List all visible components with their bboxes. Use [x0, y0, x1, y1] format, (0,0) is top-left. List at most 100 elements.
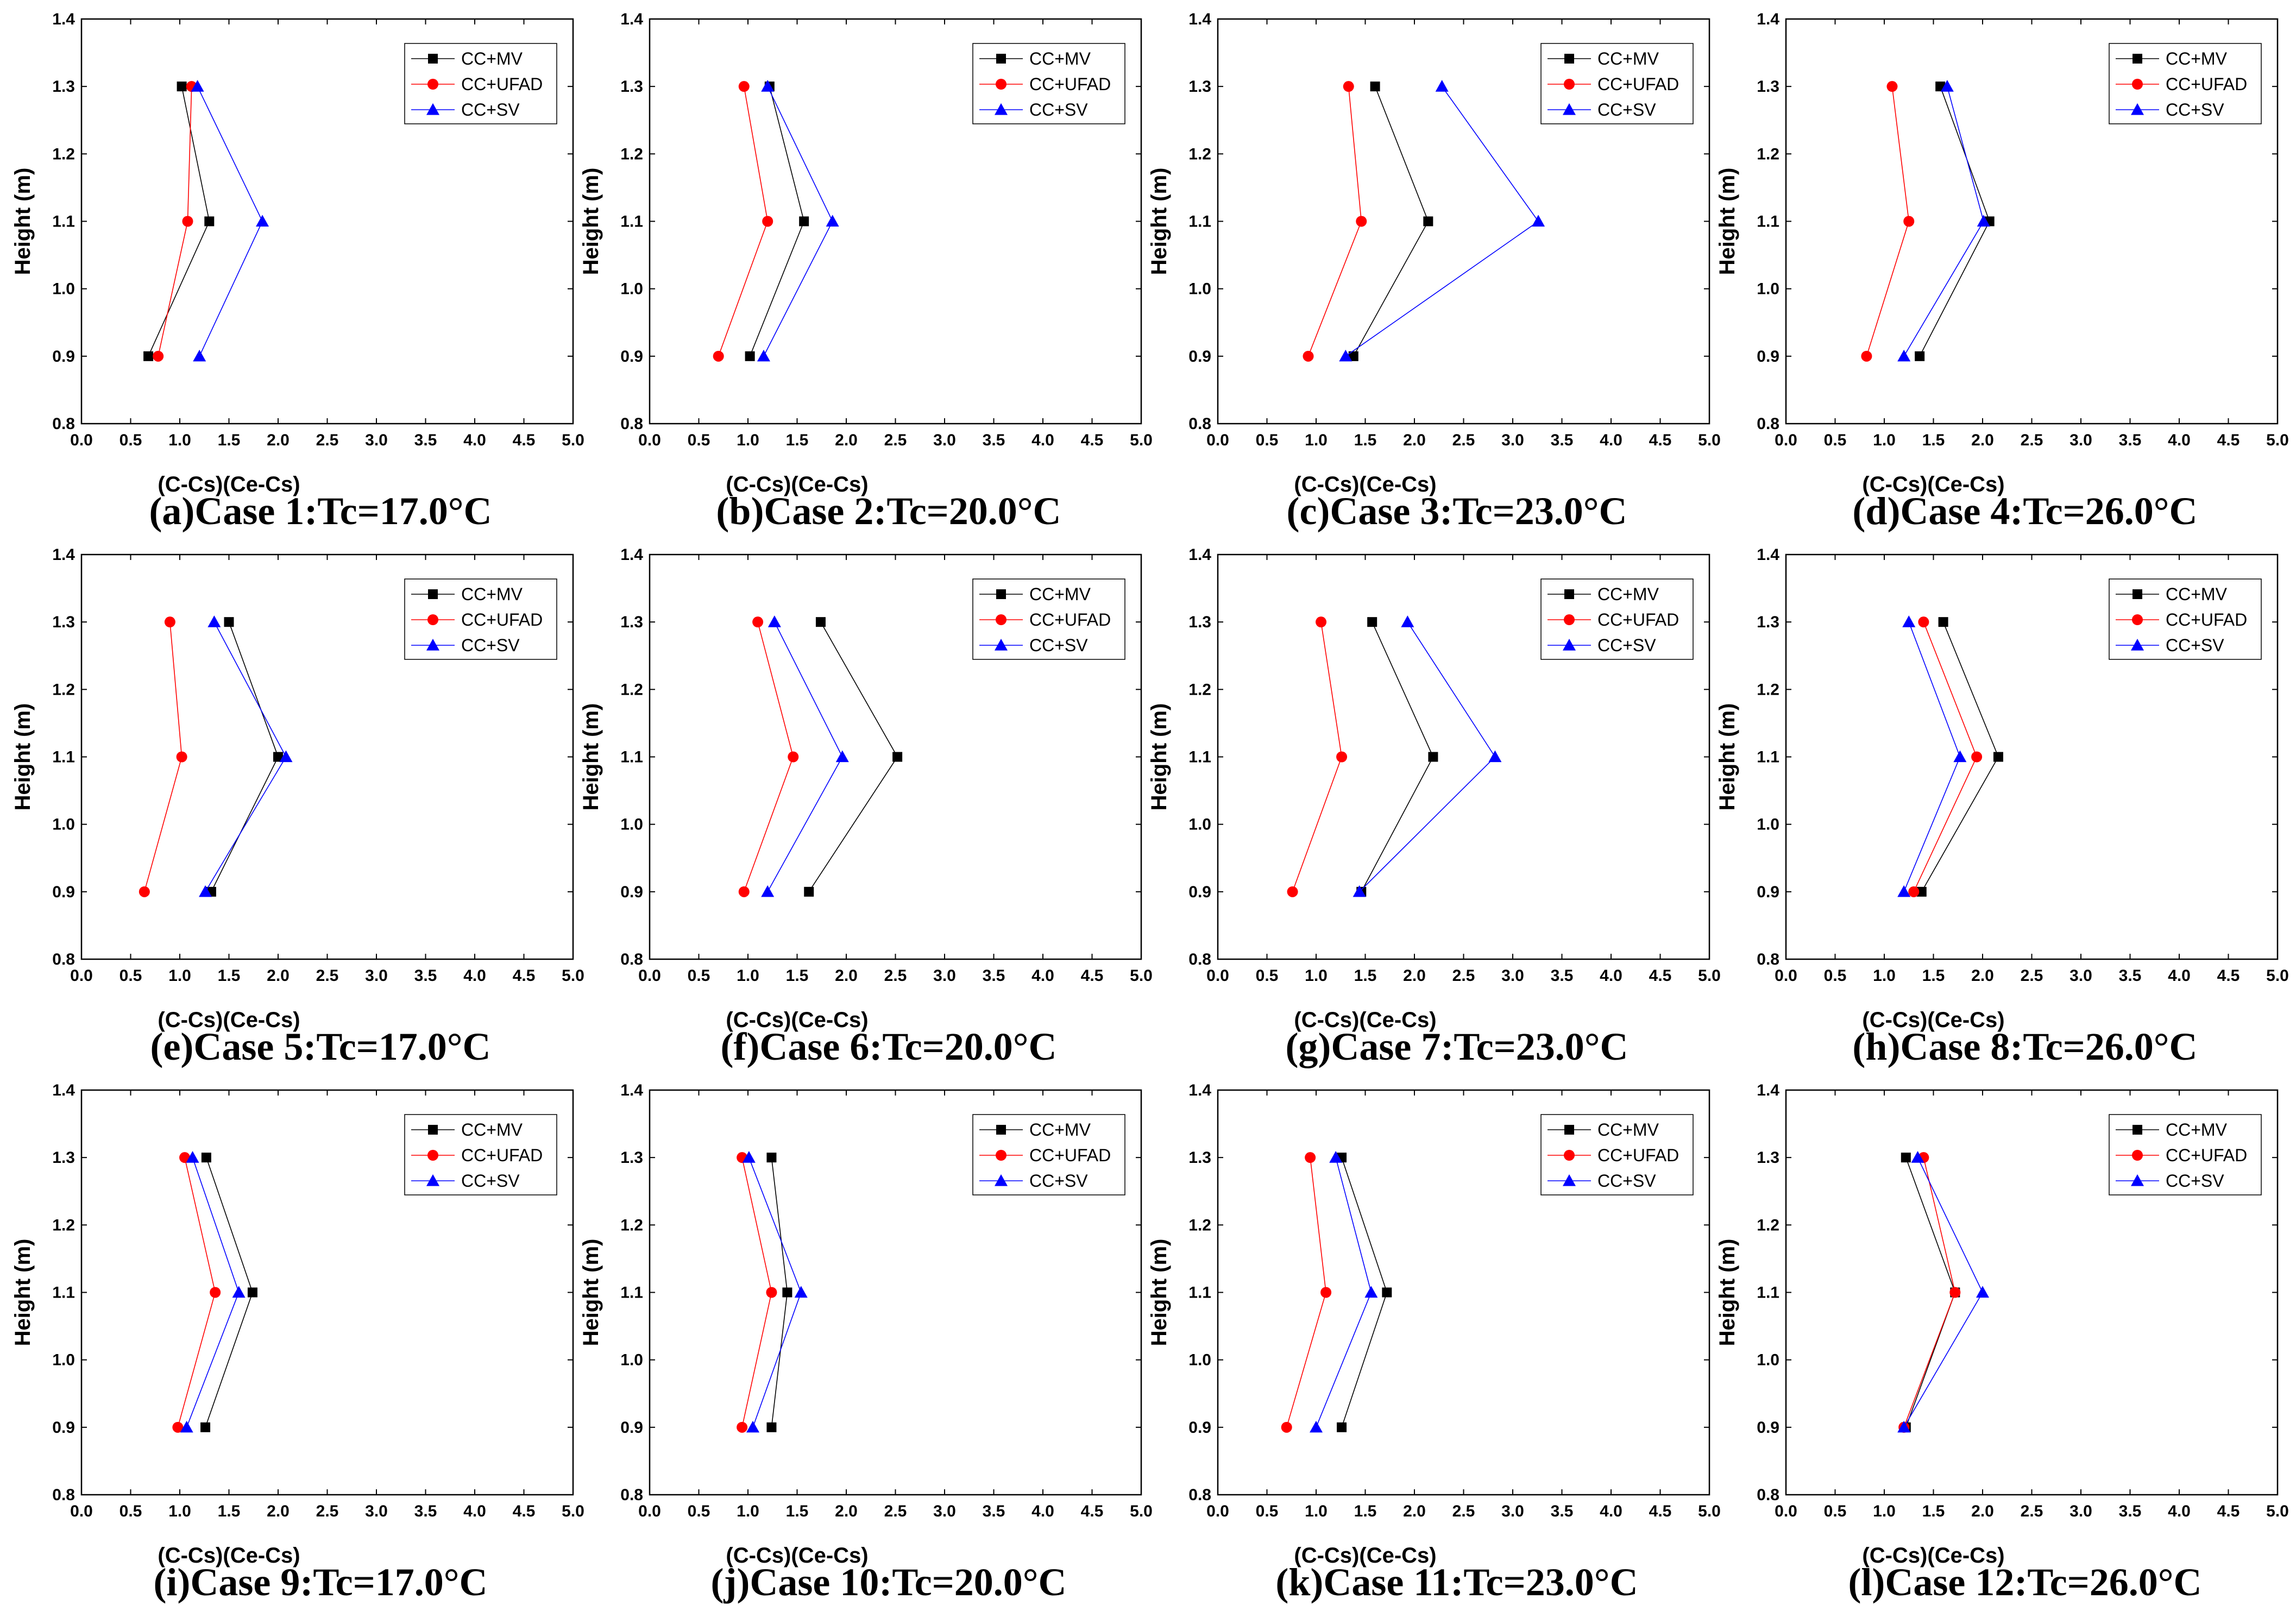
- chart-panel: 0.0 0.5 1.0 1.5 2.0 2.5 3.0 3.5 4.0 4.5 5.0 0.8 0.9 1…: [1704, 1071, 2289, 1607]
- y-tick-label: 0.9: [52, 883, 75, 901]
- x-tick-label: 1.5: [1922, 431, 1945, 449]
- chart-caption: (g)Case 7:Tc=23.0°C: [1285, 1025, 1628, 1068]
- x-tick-label: 2.5: [884, 1502, 907, 1520]
- y-tick-label: 1.3: [1188, 78, 1211, 96]
- data-point: [768, 615, 781, 627]
- x-axis-label: (C-Cs)(Ce-Cs): [1294, 473, 1436, 496]
- x-tick-label: 2.5: [2021, 431, 2043, 449]
- x-tick-label: 0.0: [70, 431, 93, 449]
- chart-panel: 0.0 0.5 1.0 1.5 2.0 2.5 3.0 3.5 4.0 4.5 5.0 0.8 0.9 1…: [0, 1071, 584, 1607]
- y-tick-label: 1.4: [620, 1081, 643, 1099]
- x-tick-label: 2.0: [835, 431, 858, 449]
- x-tick-label: 5.0: [1130, 431, 1153, 449]
- x-tick-label: 3.0: [365, 431, 388, 449]
- chart-svg: 0.0 0.5 1.0 1.5 2.0 2.5 3.0 3.5 4.0 4.5 5.0 0.8 0.9 1…: [11, 10, 584, 496]
- data-point: [1305, 1152, 1316, 1163]
- x-tick-label: 2.5: [316, 1502, 339, 1520]
- data-point: [738, 886, 750, 897]
- x-tick-label: 2.5: [2021, 967, 2043, 985]
- legend-marker: [996, 589, 1006, 599]
- data-point: [1940, 80, 1954, 92]
- data-point: [1953, 750, 1967, 763]
- y-tick-label: 1.3: [52, 78, 75, 96]
- series-line: [211, 621, 279, 892]
- y-tick-label: 1.2: [52, 1216, 75, 1234]
- legend-label: CC+MV: [1029, 1120, 1091, 1140]
- x-tick-label: 0.5: [1256, 1502, 1279, 1520]
- data-point: [1938, 617, 1948, 627]
- y-tick-label: 0.8: [1757, 951, 1779, 968]
- x-tick-label: 2.5: [884, 967, 907, 985]
- y-tick-label: 1.4: [620, 10, 643, 28]
- data-point: [200, 1422, 211, 1432]
- legend-marker: [1563, 1174, 1576, 1186]
- x-tick-label: 4.5: [513, 1502, 536, 1520]
- legend-label: CC+SV: [461, 635, 520, 655]
- x-tick-label: 1.5: [218, 967, 241, 985]
- y-tick-label: 0.9: [52, 1419, 75, 1437]
- data-point: [788, 751, 799, 763]
- y-tick-label: 0.9: [1757, 1419, 1779, 1437]
- data-point: [1918, 616, 1929, 628]
- chart-caption: (l)Case 12:Tc=26.0°C: [1848, 1560, 2202, 1604]
- x-tick-label: 1.5: [218, 431, 241, 449]
- legend-label: CC+UFAD: [1029, 610, 1111, 630]
- x-tick-label: 0.0: [638, 967, 661, 985]
- x-tick-label: 0.5: [119, 1502, 142, 1520]
- x-tick-label: 3.0: [933, 1502, 956, 1520]
- x-tick-label: 5.0: [562, 1502, 584, 1520]
- data-point: [1435, 80, 1449, 92]
- x-tick-label: 0.0: [1775, 1502, 1797, 1520]
- series-line: [1903, 621, 1961, 892]
- x-tick-label: 4.0: [2168, 967, 2191, 985]
- y-tick-label: 1.0: [1188, 280, 1211, 298]
- chart-svg: 0.0 0.5 1.0 1.5 2.0 2.5 3.0 3.5 4.0 4.5 5.0 0.8 0.9 1…: [1715, 10, 2289, 496]
- x-tick-label: 1.5: [1354, 967, 1377, 985]
- x-tick-label: 4.5: [513, 431, 536, 449]
- y-tick-label: 1.2: [52, 145, 75, 163]
- data-point: [1364, 1286, 1378, 1298]
- x-tick-label: 1.0: [1305, 1502, 1328, 1520]
- chart-caption: (b)Case 2:Tc=20.0°C: [716, 489, 1061, 533]
- legend-marker: [1564, 1150, 1575, 1161]
- x-tick-label: 4.5: [513, 967, 536, 985]
- x-tick-label: 3.0: [1501, 1502, 1524, 1520]
- legend-label: CC+UFAD: [1029, 74, 1111, 94]
- legend-label: CC+UFAD: [461, 1145, 543, 1165]
- x-tick-label: 3.5: [1551, 1502, 1574, 1520]
- legend-label: CC+UFAD: [2166, 610, 2247, 630]
- x-tick-label: 3.0: [365, 967, 388, 985]
- data-point: [1897, 885, 1911, 897]
- x-tick-label: 1.5: [1922, 967, 1945, 985]
- y-tick-label: 1.4: [620, 546, 643, 564]
- y-tick-label: 1.0: [52, 280, 75, 298]
- x-tick-label: 2.0: [835, 967, 858, 985]
- x-tick-label: 5.0: [2266, 431, 2289, 449]
- legend-marker: [996, 1150, 1007, 1161]
- x-tick-label: 4.5: [2217, 967, 2240, 985]
- y-tick-label: 0.9: [1188, 883, 1211, 901]
- chart-caption: (e)Case 5:Tc=17.0°C: [150, 1025, 491, 1068]
- data-point: [1370, 81, 1380, 92]
- x-tick-label: 5.0: [562, 967, 584, 985]
- x-tick-label: 1.5: [786, 431, 809, 449]
- data-point: [1320, 1287, 1332, 1298]
- y-tick-label: 1.3: [52, 1149, 75, 1167]
- y-tick-label: 1.4: [52, 546, 75, 564]
- data-point: [835, 750, 849, 763]
- data-point: [1977, 215, 1990, 227]
- y-tick-label: 0.8: [1757, 1486, 1779, 1504]
- x-tick-label: 0.5: [1256, 967, 1279, 985]
- legend-marker: [995, 103, 1008, 115]
- legend-label: CC+MV: [2166, 49, 2228, 68]
- x-tick-label: 2.5: [1452, 967, 1475, 985]
- y-axis-label: Height (m): [1147, 1239, 1171, 1346]
- series-line: [718, 86, 769, 357]
- x-tick-label: 3.5: [414, 967, 437, 985]
- y-tick-label: 1.2: [620, 145, 643, 163]
- series-line: [1866, 86, 1910, 357]
- y-axis-label: Height (m): [1147, 703, 1171, 811]
- data-point: [256, 215, 269, 227]
- chart-panel: 0.0 0.5 1.0 1.5 2.0 2.5 3.0 3.5 4.0 4.5 5.0 0.8 0.9 1…: [1136, 0, 1721, 536]
- y-tick-label: 1.0: [1757, 1351, 1779, 1369]
